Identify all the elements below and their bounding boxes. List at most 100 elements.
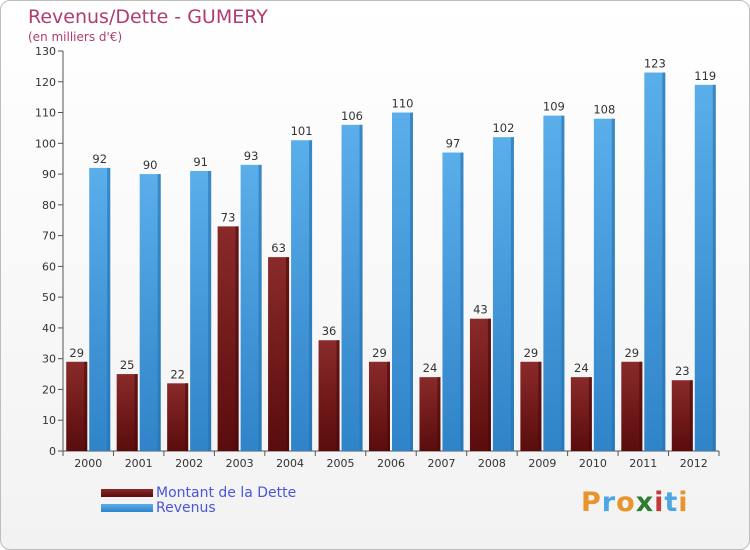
y-tick-label: 130 (35, 45, 56, 58)
bar-debt-edge (538, 361, 542, 451)
x-tick-label: 2001 (125, 457, 153, 470)
data-label-revenue: 110 (392, 97, 414, 111)
logo-letter: i (678, 487, 689, 518)
logo-letter: x (635, 487, 655, 518)
bar-revenue-edge (611, 118, 615, 451)
y-tick-label: 100 (35, 137, 56, 150)
data-label-debt: 29 (624, 346, 639, 360)
bar-debt (116, 374, 138, 451)
bar-debt-edge (387, 361, 390, 451)
legend-label-revenue: Revenus (156, 500, 216, 516)
bar-debt (66, 361, 88, 451)
y-tick-label: 40 (42, 322, 56, 335)
bar-revenue-edge (309, 140, 313, 451)
bar-debt-edge (185, 383, 189, 451)
bar-revenue (139, 174, 161, 452)
bar-revenue-edge (410, 112, 413, 452)
bar-revenue-edge (561, 115, 565, 451)
logo-letter: o (616, 487, 636, 518)
y-tick-label: 0 (49, 445, 56, 458)
legend-swatch-revenue (101, 504, 153, 512)
bar-revenue (89, 167, 111, 451)
y-tick-label: 20 (42, 383, 56, 396)
data-label-revenue: 97 (446, 137, 461, 151)
data-label-debt: 24 (423, 361, 438, 375)
bar-revenue-edge (662, 72, 666, 452)
data-label-revenue: 91 (193, 155, 208, 169)
y-tick-label: 90 (42, 168, 56, 181)
data-label-revenue: 123 (644, 57, 666, 71)
bar-revenue-edge (510, 137, 514, 451)
data-label-revenue: 102 (492, 121, 514, 135)
proxiti-logo: Proxiti (581, 487, 689, 518)
x-tick-label: 2006 (377, 457, 405, 470)
bar-debt (318, 340, 340, 451)
data-label-debt: 43 (473, 303, 488, 317)
data-label-revenue: 109 (543, 100, 565, 114)
data-label-debt: 63 (271, 241, 286, 255)
data-label-revenue: 101 (291, 124, 313, 138)
data-label-debt: 36 (322, 324, 337, 338)
bar-debt-edge (437, 377, 441, 451)
data-label-debt: 22 (170, 367, 185, 381)
y-tick-label: 60 (42, 260, 56, 273)
bar-debt-edge (588, 377, 592, 451)
logo-letter: P (581, 487, 602, 518)
bar-debt (419, 377, 441, 451)
bar-debt (671, 380, 693, 451)
bar-revenue-edge (712, 84, 716, 451)
bar-debt (167, 383, 189, 451)
bar-debt-edge (235, 226, 239, 451)
data-label-revenue: 92 (92, 152, 107, 166)
bar-revenue (341, 124, 363, 451)
bar-revenue-edge (157, 174, 161, 452)
y-tick-label: 30 (42, 353, 56, 366)
data-label-revenue: 93 (244, 149, 259, 163)
x-tick-label: 2000 (74, 457, 102, 470)
data-label-revenue: 90 (143, 158, 158, 172)
bar-revenue (644, 72, 666, 452)
x-tick-label: 2003 (226, 457, 254, 470)
chart-title: Revenus/Dette - GUMERY (28, 6, 268, 28)
bar-debt-edge (639, 361, 643, 451)
bar-revenue (694, 84, 716, 451)
bar-revenue-edge (208, 171, 212, 451)
bar-debt-edge (134, 374, 138, 451)
bar-debt-edge (84, 361, 88, 451)
bar-revenue-edge (359, 124, 363, 451)
x-tick-label: 2005 (327, 457, 355, 470)
bar-debt (570, 377, 592, 451)
x-tick-label: 2012 (680, 457, 708, 470)
bar-revenue (543, 115, 565, 451)
data-label-debt: 29 (524, 346, 539, 360)
bar-revenue (190, 171, 212, 451)
bar-revenue (593, 118, 615, 451)
x-tick-label: 2008 (478, 457, 506, 470)
bar-revenue (240, 164, 262, 451)
y-tick-label: 80 (42, 199, 56, 212)
bar-debt (621, 361, 643, 451)
bar-debt (520, 361, 542, 451)
x-tick-label: 2009 (528, 457, 556, 470)
bar-debt-edge (286, 257, 290, 451)
bar-revenue-edge (258, 164, 262, 451)
bar-revenue-edge (107, 167, 111, 451)
data-label-debt: 29 (372, 346, 387, 360)
chart-subtitle: (en milliers d'€) (28, 30, 123, 44)
bar-debt (369, 361, 390, 451)
bar-revenue (492, 137, 514, 451)
data-label-revenue: 106 (341, 109, 363, 123)
y-tick-label: 110 (35, 107, 56, 120)
legend-swatch-debt (101, 489, 153, 497)
bar-debt-edge (487, 318, 491, 451)
data-label-revenue: 108 (593, 103, 615, 117)
bar-revenue (291, 140, 313, 451)
bar-revenue-edge (460, 152, 464, 452)
data-label-debt: 25 (120, 358, 135, 372)
logo-letter: i (654, 487, 665, 518)
x-tick-label: 2007 (427, 457, 455, 470)
x-tick-label: 2010 (579, 457, 607, 470)
data-label-debt: 73 (221, 210, 236, 224)
